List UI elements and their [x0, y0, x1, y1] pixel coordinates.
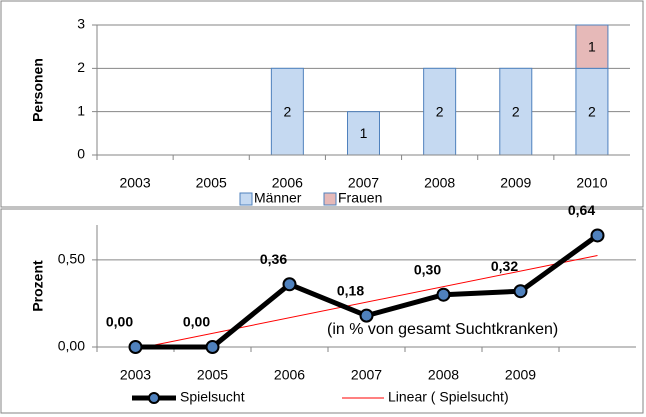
- value-label: 1: [360, 125, 368, 141]
- bar: [575, 67, 609, 156]
- legend-label: Linear ( Spielsucht): [388, 389, 509, 405]
- x-tick-label: 2006: [272, 175, 303, 191]
- legend-swatch: [148, 392, 160, 404]
- x-tick-label: 2010: [576, 175, 607, 191]
- bar: [575, 24, 609, 69]
- legend-label: Frauen: [338, 190, 382, 206]
- x-tick-label: 2006: [274, 367, 305, 383]
- x-tick-label: 2007: [348, 175, 379, 191]
- x-tick-label: 2008: [424, 175, 455, 191]
- value-label: 0,30: [414, 261, 441, 277]
- value-label: 0,36: [260, 251, 287, 267]
- point: [282, 277, 297, 292]
- annotation: (in % von gesamt Suchtkranken): [327, 321, 558, 338]
- x-tick-label: 2003: [120, 367, 151, 383]
- point: [205, 340, 220, 354]
- y-axis-label: Prozent: [30, 260, 46, 312]
- y-tick-label: 0,00: [58, 338, 85, 354]
- y-tick-label: 0: [77, 146, 85, 162]
- panel: [0, 0, 644, 208]
- point: [436, 287, 451, 302]
- legend-label: Spielsucht: [180, 389, 245, 405]
- value-label: 0,32: [491, 258, 518, 274]
- value-label: 2: [436, 103, 444, 119]
- legend-swatch: [323, 192, 337, 206]
- y-tick-label: 0,50: [58, 251, 85, 267]
- y-tick-label: 2: [77, 59, 85, 75]
- x-tick-label: 2005: [196, 175, 227, 191]
- bar: [347, 111, 380, 156]
- value-label: 0,64: [568, 202, 595, 218]
- value-label: 0,00: [106, 314, 133, 330]
- value-label: 0,00: [183, 314, 210, 330]
- legend-label: Männer: [254, 190, 302, 206]
- value-label: 2: [588, 103, 596, 119]
- x-tick-label: 2007: [351, 367, 382, 383]
- point: [128, 340, 143, 354]
- value-label: 0,18: [337, 282, 364, 298]
- x-tick-label: 2009: [500, 175, 531, 191]
- x-tick-label: 2005: [197, 367, 228, 383]
- y-tick-label: 3: [77, 16, 85, 32]
- value-label: 1: [588, 38, 596, 54]
- point: [359, 308, 374, 323]
- point: [590, 228, 605, 243]
- y-axis-label: Personen: [30, 58, 46, 122]
- y-tick-label: 1: [77, 102, 85, 118]
- point: [513, 284, 528, 299]
- value-label: 2: [283, 103, 291, 119]
- trendline: [135, 255, 598, 350]
- value-label: 2: [512, 103, 520, 119]
- x-tick-label: 2009: [505, 367, 536, 383]
- x-tick-label: 2003: [119, 175, 150, 191]
- legend-swatch: [239, 192, 253, 206]
- x-tick-label: 2008: [428, 367, 459, 383]
